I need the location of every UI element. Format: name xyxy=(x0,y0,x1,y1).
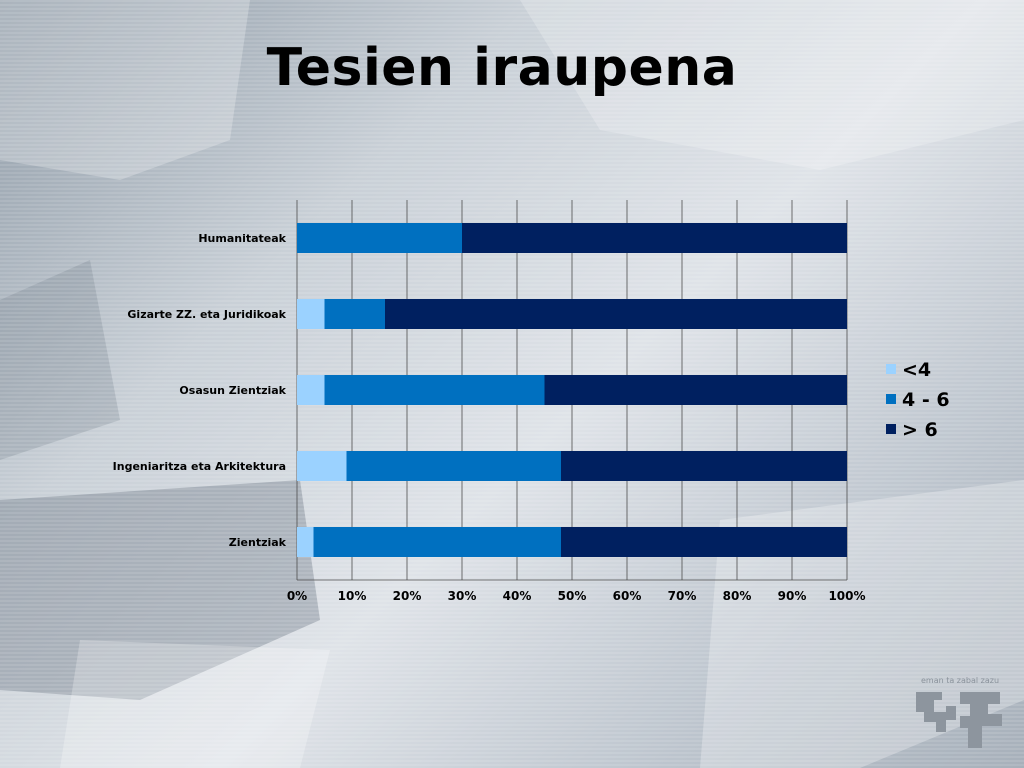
slide-title: Tesien iraupena xyxy=(266,38,738,98)
x-tick-label: 100% xyxy=(828,589,865,603)
category-label: Zientziak xyxy=(229,536,287,549)
category-labels: Humanitateak Gizarte ZZ. eta Juridikoak Os… xyxy=(113,232,287,549)
legend: <4 4 - 6 > 6 xyxy=(886,359,950,441)
tree-logo-icon xyxy=(916,692,1002,748)
x-tick-label: 60% xyxy=(613,589,642,603)
bar-segment xyxy=(561,451,847,481)
x-tick-label: 40% xyxy=(503,589,532,603)
bar-segment xyxy=(544,375,847,405)
x-tick-labels: 0% 10% 20% 30% 40% 50% 60% 70% 80% 90% 100% xyxy=(287,589,866,603)
x-tick-label: 80% xyxy=(723,589,752,603)
legend-label: <4 xyxy=(902,359,931,381)
x-tick-label: 30% xyxy=(448,589,477,603)
x-tick-label: 70% xyxy=(668,589,697,603)
logo-motto: eman ta zabal zazu xyxy=(920,676,1000,685)
category-label: Ingeniaritza eta Arkitektura xyxy=(113,460,286,473)
bar-segment xyxy=(324,299,385,329)
bar-segment xyxy=(346,451,561,481)
bar-segment xyxy=(297,527,314,557)
legend-label: 4 - 6 xyxy=(902,389,950,411)
category-label: Gizarte ZZ. eta Juridikoak xyxy=(127,308,286,321)
legend-swatch xyxy=(886,424,896,434)
legend-label: > 6 xyxy=(902,419,938,441)
bar-segment xyxy=(297,375,325,405)
x-tick-label: 20% xyxy=(393,589,422,603)
bar-segment xyxy=(324,375,545,405)
x-tick-label: 90% xyxy=(778,589,807,603)
bars xyxy=(297,223,847,557)
bar-segment xyxy=(313,527,561,557)
bar-segment xyxy=(462,223,847,253)
category-label: Osasun Zientziak xyxy=(179,384,286,397)
university-logo: eman ta zabal zazu xyxy=(912,676,1008,756)
bar-segment xyxy=(297,299,325,329)
bar-segment xyxy=(297,451,347,481)
bar-segment xyxy=(561,527,847,557)
x-tick-label: 50% xyxy=(558,589,587,603)
legend-swatch xyxy=(886,364,896,374)
bar-segment xyxy=(385,299,847,329)
x-tick-label: 0% xyxy=(287,589,307,603)
bar-segment xyxy=(297,223,462,253)
legend-swatch xyxy=(886,394,896,404)
category-label: Humanitateak xyxy=(198,232,286,245)
x-tick-label: 10% xyxy=(338,589,367,603)
